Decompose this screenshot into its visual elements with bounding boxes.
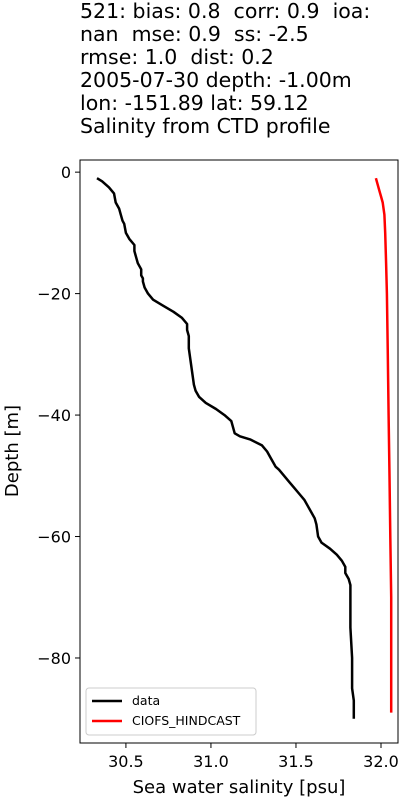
- x-tick-label: 30.5: [108, 752, 144, 771]
- y-tick-label: −60: [37, 528, 71, 547]
- x-axis-label: Sea water salinity [psu]: [133, 777, 346, 798]
- legend-label-data: data: [132, 693, 160, 708]
- title-line-1: 521: bias: 0.8 corr: 0.9 ioa:: [80, 0, 371, 23]
- tick-layer: 30.5 31.0 31.5 32.0 0 −20 −40 −60 −80: [37, 163, 399, 771]
- legend: data CIOFS_HINDCAST: [85, 687, 257, 736]
- title-line-6: Salinity from CTD profile: [80, 114, 331, 138]
- series-layer: [96, 177, 393, 719]
- title-line-2: nan mse: 0.9 ss: -2.5: [80, 22, 309, 46]
- x-tick-label: 31.5: [278, 752, 314, 771]
- y-axis-label: Depth [m]: [2, 405, 23, 497]
- y-tick-label: −40: [37, 406, 71, 425]
- series-line-model: [374, 177, 393, 713]
- chart-title: 521: bias: 0.8 corr: 0.9 ioa: nan mse: 0…: [80, 0, 400, 138]
- legend-label-model: CIOFS_HINDCAST: [132, 713, 241, 728]
- title-line-5: lon: -151.89 lat: 59.12: [80, 91, 309, 115]
- y-tick-label: −80: [37, 649, 71, 668]
- title-line-4: 2005-07-30 depth: -1.00m: [80, 68, 352, 92]
- x-tick-label: 32.0: [363, 752, 399, 771]
- title-line-3: rmse: 1.0 dist: 0.2: [80, 45, 274, 69]
- plot-frame: [79, 159, 399, 744]
- y-tick-label: 0: [61, 163, 71, 182]
- legend-box: [85, 687, 257, 736]
- x-tick-label: 31.0: [193, 752, 229, 771]
- series-line-data: [96, 177, 356, 719]
- y-tick-label: −20: [37, 285, 71, 304]
